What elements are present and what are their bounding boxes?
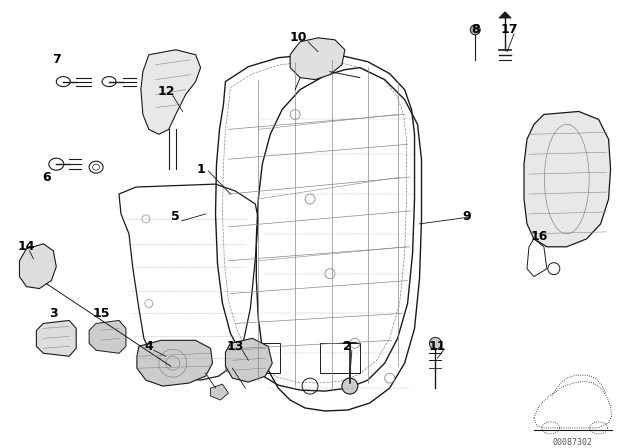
Polygon shape	[225, 338, 272, 382]
Text: 14: 14	[18, 240, 35, 253]
Text: 5: 5	[172, 211, 180, 224]
Text: 13: 13	[227, 340, 244, 353]
Polygon shape	[211, 384, 228, 400]
Circle shape	[342, 378, 358, 394]
Polygon shape	[36, 320, 76, 356]
Circle shape	[429, 337, 442, 349]
Text: 1: 1	[196, 163, 205, 176]
Text: 7: 7	[52, 53, 61, 66]
Text: 11: 11	[429, 340, 446, 353]
Polygon shape	[290, 38, 345, 80]
Text: 16: 16	[530, 230, 548, 243]
Circle shape	[470, 25, 480, 35]
Polygon shape	[499, 12, 511, 18]
Text: 6: 6	[42, 171, 51, 184]
Polygon shape	[141, 50, 200, 134]
Text: 12: 12	[158, 85, 175, 98]
Polygon shape	[137, 340, 212, 386]
Text: 10: 10	[289, 31, 307, 44]
Text: 15: 15	[92, 307, 110, 320]
Text: 00087302: 00087302	[553, 438, 593, 447]
Polygon shape	[19, 244, 56, 289]
Text: 9: 9	[462, 211, 470, 224]
Polygon shape	[89, 320, 126, 353]
Text: 8: 8	[471, 23, 479, 36]
Text: 3: 3	[49, 307, 58, 320]
Text: 2: 2	[344, 340, 352, 353]
Polygon shape	[524, 112, 611, 247]
Text: 4: 4	[145, 340, 153, 353]
Text: 17: 17	[500, 23, 518, 36]
